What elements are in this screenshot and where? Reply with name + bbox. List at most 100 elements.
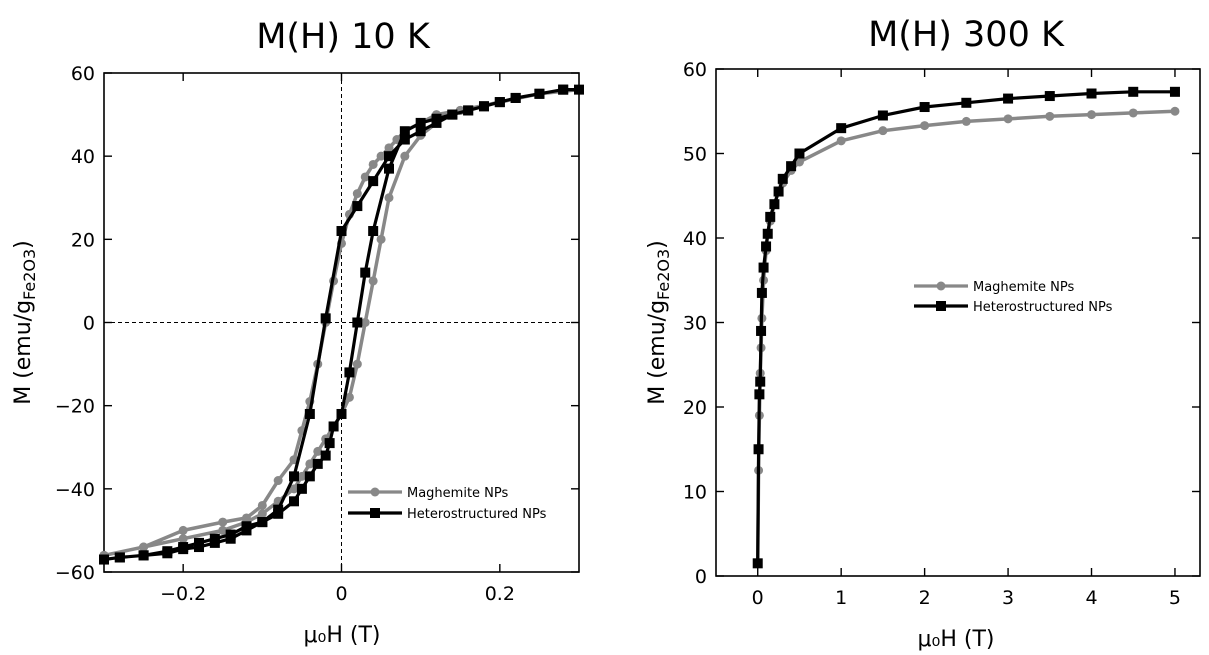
data-point bbox=[762, 228, 773, 239]
data-point bbox=[961, 116, 971, 126]
data-point bbox=[1003, 93, 1014, 104]
data-point bbox=[352, 317, 363, 328]
data-point bbox=[765, 211, 776, 222]
series-heterostructured bbox=[99, 84, 584, 565]
legend-marker bbox=[370, 487, 380, 497]
data-point bbox=[304, 408, 315, 419]
data-point bbox=[289, 471, 299, 482]
y-tick-label: 20 bbox=[683, 397, 707, 419]
y-tick-label: 10 bbox=[683, 482, 707, 504]
legend-marker bbox=[936, 301, 946, 311]
data-point bbox=[1128, 86, 1139, 97]
y-tick-label: 60 bbox=[683, 59, 707, 81]
y-tick-label: 40 bbox=[71, 146, 95, 168]
data-point bbox=[360, 267, 371, 278]
data-point bbox=[415, 117, 426, 128]
data-point bbox=[320, 450, 331, 461]
data-point bbox=[273, 476, 283, 486]
data-point bbox=[399, 134, 410, 145]
y-axis-label-main: M (emu/g bbox=[11, 300, 36, 405]
y-tick-label: 30 bbox=[683, 313, 707, 335]
data-point bbox=[352, 201, 363, 212]
data-point bbox=[296, 483, 307, 494]
data-point bbox=[273, 508, 284, 519]
data-point bbox=[510, 92, 521, 103]
y-tick-label: 40 bbox=[683, 228, 707, 250]
x-tick-label: 0 bbox=[752, 587, 764, 609]
data-point bbox=[178, 534, 188, 544]
data-point bbox=[336, 408, 347, 419]
data-point bbox=[384, 163, 394, 174]
data-point bbox=[320, 313, 331, 324]
legend-marker bbox=[936, 281, 946, 291]
data-point bbox=[194, 537, 204, 548]
data-point bbox=[218, 525, 228, 535]
data-point bbox=[384, 143, 394, 153]
x-tick-label: −0.2 bbox=[160, 583, 206, 605]
data-point bbox=[324, 438, 335, 449]
data-point bbox=[304, 471, 315, 482]
y-axis-label-subscript: Fe2O3 bbox=[20, 249, 39, 300]
data-point bbox=[479, 101, 489, 112]
data-point bbox=[344, 392, 354, 402]
data-point bbox=[534, 88, 545, 99]
data-point bbox=[758, 262, 769, 273]
data-point bbox=[447, 109, 458, 120]
data-point bbox=[139, 542, 149, 552]
data-point bbox=[257, 500, 267, 510]
x-axis-label: μ₀H (T) bbox=[304, 623, 381, 648]
data-point bbox=[368, 159, 378, 169]
data-point bbox=[336, 226, 347, 237]
data-point bbox=[415, 126, 426, 137]
data-point bbox=[558, 84, 569, 95]
x-axis-label: μ₀H (T) bbox=[918, 627, 995, 652]
legend: Maghemite NPs Heterostructured NPs bbox=[348, 486, 547, 522]
data-point bbox=[753, 444, 764, 455]
data-point bbox=[257, 509, 267, 519]
data-point bbox=[376, 151, 386, 161]
data-point bbox=[138, 550, 149, 561]
data-point bbox=[178, 525, 188, 535]
data-point bbox=[368, 176, 379, 187]
data-point bbox=[752, 558, 763, 569]
data-point bbox=[399, 126, 410, 137]
y-axis-label-main: M (emu/g bbox=[645, 300, 670, 405]
y-axis-label-end: ) bbox=[645, 240, 670, 249]
x-tick-label: 3 bbox=[1002, 587, 1014, 609]
data-point bbox=[328, 421, 339, 432]
data-point bbox=[305, 459, 315, 469]
legend: Maghemite NPs Heterostructured NPs bbox=[914, 280, 1113, 315]
y-axis-label-subscript: Fe2O3 bbox=[654, 249, 673, 300]
data-point bbox=[877, 110, 888, 121]
data-point bbox=[225, 529, 236, 540]
data-point bbox=[961, 97, 972, 108]
data-point bbox=[1087, 110, 1097, 120]
series-line bbox=[755, 109, 1176, 564]
data-point bbox=[162, 546, 173, 557]
y-tick-label: −40 bbox=[55, 479, 95, 501]
legend-label: Heterostructured NPs bbox=[973, 300, 1113, 315]
x-tick-label: 4 bbox=[1085, 587, 1097, 609]
data-point bbox=[289, 496, 299, 507]
data-point bbox=[1003, 114, 1013, 124]
data-point bbox=[836, 123, 847, 134]
data-point bbox=[368, 276, 378, 286]
data-point bbox=[878, 126, 888, 136]
x-tick-label: 0 bbox=[335, 583, 347, 605]
y-tick-label: 50 bbox=[683, 144, 707, 166]
data-point bbox=[836, 136, 846, 146]
y-tick-label: −60 bbox=[55, 562, 95, 584]
data-point bbox=[574, 84, 584, 95]
chart-panel-10k: M(H) 10 K −0.2 0 0.2 −60 −40 −20 0 20 40 60 μ₀H (T)… bbox=[0, 0, 600, 655]
data-point bbox=[794, 148, 805, 159]
chart-panel-300k: M(H) 300 K 0 1 2 3 4 5 0 10 20 30 40 50 60 μ₀H (T) M (e… bbox=[604, 0, 1209, 655]
data-point bbox=[344, 367, 355, 378]
data-point bbox=[1169, 86, 1180, 97]
y-tick-label: 0 bbox=[695, 566, 707, 588]
data-point bbox=[178, 542, 189, 553]
x-tick-label: 1 bbox=[835, 587, 847, 609]
data-point bbox=[769, 199, 780, 210]
data-point bbox=[761, 241, 772, 252]
data-point bbox=[463, 105, 474, 116]
